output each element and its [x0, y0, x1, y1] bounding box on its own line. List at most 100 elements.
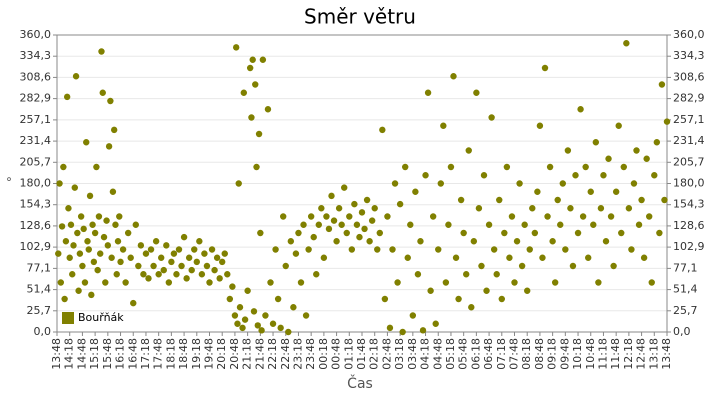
point	[119, 246, 127, 253]
point	[315, 221, 322, 228]
point	[272, 246, 279, 253]
point	[124, 229, 132, 237]
point	[511, 279, 518, 286]
point	[196, 238, 203, 245]
point	[577, 106, 584, 113]
point	[241, 316, 249, 323]
point	[142, 250, 150, 257]
point	[221, 250, 228, 257]
y-tick-label: 51,4	[27, 283, 52, 296]
point	[412, 188, 419, 195]
x-tick-label: 03:18	[393, 338, 406, 370]
x-tick-label: 10:18	[571, 338, 584, 370]
x-tick-label: 06:18	[469, 338, 482, 370]
point	[341, 184, 348, 191]
point	[150, 262, 157, 270]
point	[213, 254, 221, 261]
point	[460, 229, 467, 237]
x-tick-label: 15:48	[101, 338, 114, 370]
point	[396, 200, 404, 208]
point	[274, 295, 282, 303]
point	[572, 172, 579, 179]
point	[116, 213, 123, 220]
y-tick-label: 231,4	[20, 134, 52, 147]
point	[292, 250, 300, 257]
point	[496, 196, 503, 204]
point	[534, 188, 541, 195]
point	[79, 262, 86, 270]
y-tick-label: 102,9	[20, 240, 52, 253]
y-tick-label: 180,0	[20, 177, 52, 190]
point	[353, 221, 361, 228]
point	[267, 279, 274, 286]
point	[290, 304, 297, 311]
y2-tick-label: 282,9	[673, 92, 705, 105]
point	[325, 225, 333, 233]
point	[99, 89, 106, 96]
point	[67, 221, 75, 228]
point	[404, 254, 411, 261]
point	[72, 73, 80, 80]
point	[615, 122, 622, 129]
point	[402, 163, 409, 171]
x-tick-label: 14:18	[63, 338, 76, 370]
y2-tick-label: 77,1	[673, 261, 698, 274]
x-tick-label: 06:48	[482, 338, 495, 370]
point	[297, 279, 305, 286]
point	[57, 279, 65, 286]
point	[240, 89, 248, 96]
point	[656, 229, 663, 237]
x-tick-label: 17:48	[152, 338, 165, 370]
point	[640, 254, 648, 261]
point	[638, 196, 645, 204]
point	[76, 250, 84, 257]
point	[74, 229, 81, 237]
point	[130, 299, 137, 307]
y-tick-label: 25,7	[27, 304, 52, 317]
point	[442, 279, 450, 286]
x-tick-label: 08:48	[533, 338, 546, 370]
point	[69, 271, 76, 278]
x-tick-label: 13:18	[647, 338, 660, 370]
point	[503, 163, 511, 171]
point	[313, 271, 320, 278]
point	[253, 163, 260, 171]
point	[475, 205, 483, 212]
point	[269, 320, 277, 327]
point	[84, 238, 91, 245]
point	[71, 184, 78, 191]
point	[122, 279, 129, 286]
point	[658, 81, 666, 88]
point	[211, 266, 218, 274]
point	[104, 242, 112, 249]
point	[107, 97, 114, 105]
point	[310, 233, 317, 241]
x-tick-label: 16:48	[126, 338, 139, 370]
point	[564, 147, 572, 154]
x-tick-label: 01:18	[342, 338, 355, 370]
point	[86, 192, 94, 200]
point	[544, 213, 551, 220]
point	[80, 225, 87, 233]
x-tick-label: 18:18	[164, 338, 177, 370]
x-tick-label: 17:18	[139, 338, 152, 370]
x-tick-label: 22:18	[266, 338, 279, 370]
point	[185, 254, 193, 261]
point	[536, 122, 544, 129]
point	[473, 89, 480, 96]
x-tick-label: 04:48	[431, 338, 444, 370]
x-tick-label: 23:48	[304, 338, 317, 370]
point	[302, 312, 310, 319]
point	[541, 64, 549, 72]
point	[97, 250, 104, 257]
x-tick-label: 12:48	[635, 338, 648, 370]
x-tick-label: 02:18	[368, 338, 381, 370]
point	[112, 221, 119, 228]
point	[132, 221, 139, 228]
point	[95, 213, 103, 220]
y2-tick-label: 231,4	[673, 134, 705, 147]
x-axis-title: Čas	[347, 374, 373, 392]
point	[66, 254, 73, 261]
point	[335, 205, 343, 212]
x-tick-label: 07:48	[508, 338, 521, 370]
